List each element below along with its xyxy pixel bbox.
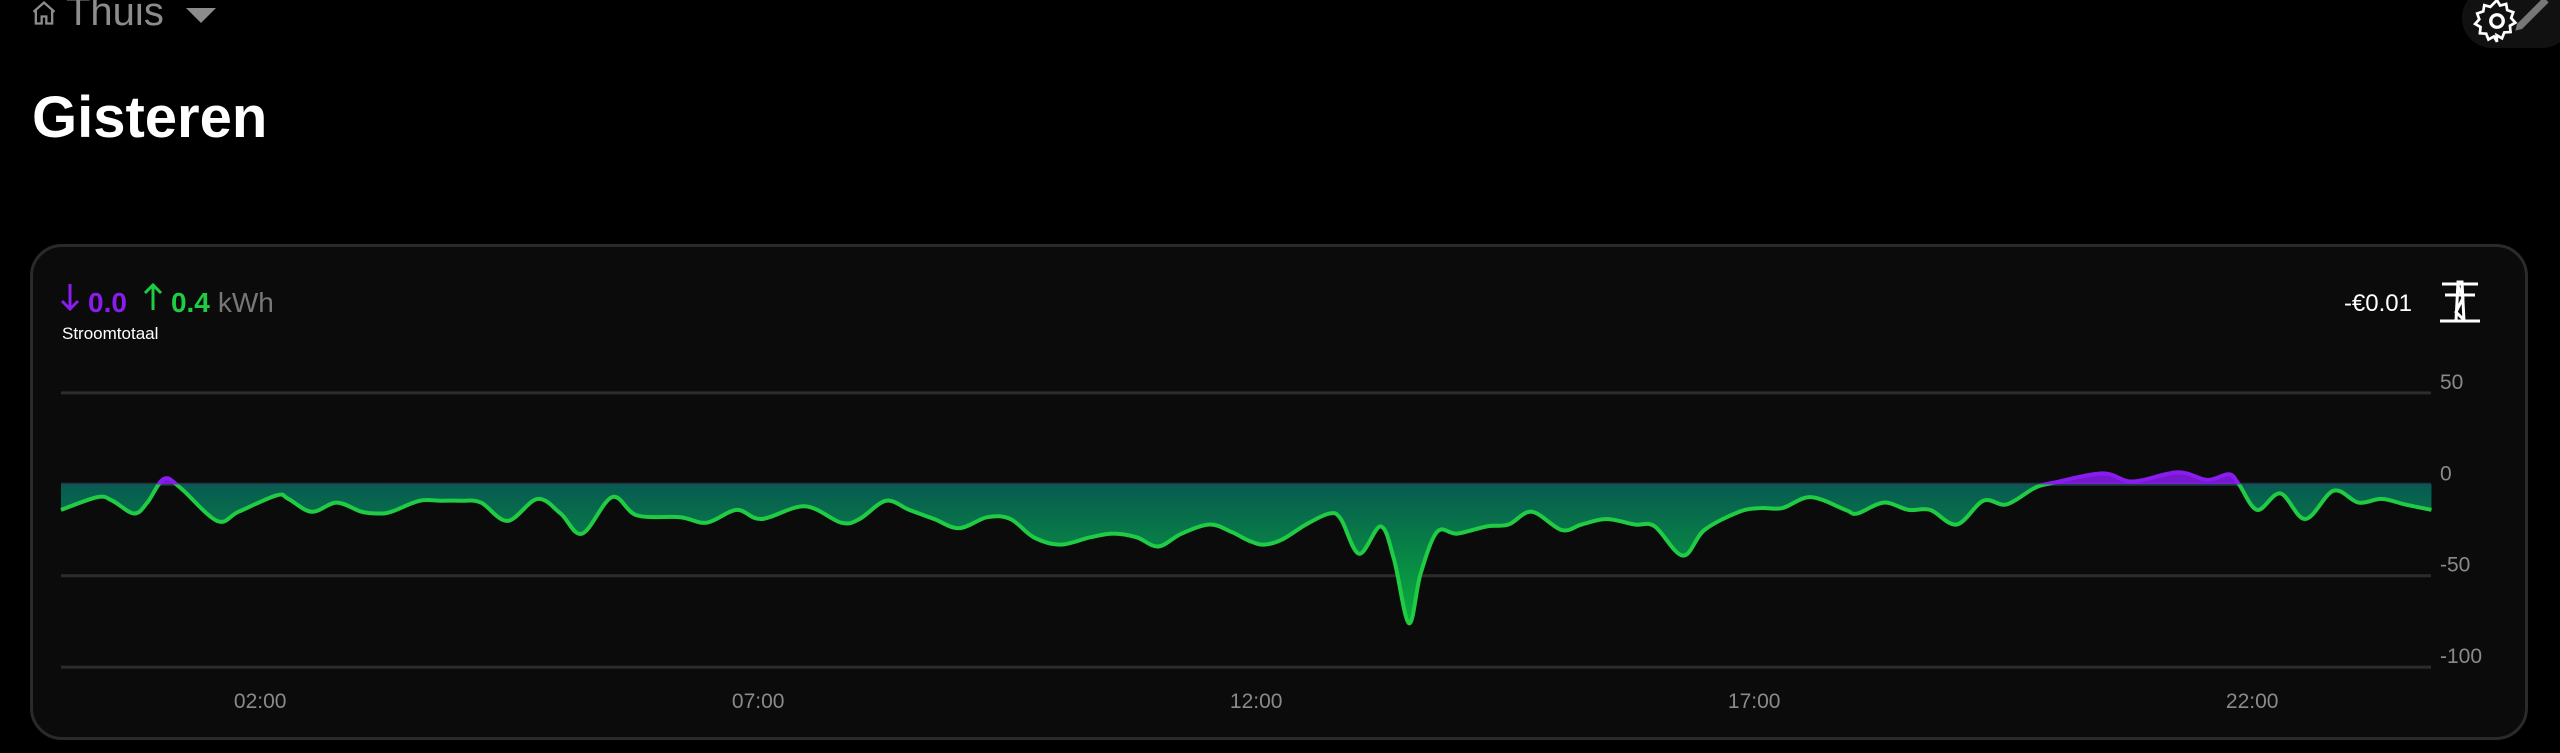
- y-tick-label: -100: [2440, 645, 2482, 668]
- page-title: Gisteren: [32, 85, 268, 150]
- dashboard-name: Thuis: [66, 0, 164, 34]
- arrow-up-icon: [143, 282, 162, 310]
- transmission-tower-icon: [2440, 280, 2480, 323]
- energy-totals: 0.0 0.4 kWh: [60, 282, 274, 319]
- x-tick-label: 02:00: [234, 690, 287, 713]
- x-tick-label: 12:00: [1230, 690, 1283, 713]
- gear-icon: [2472, 0, 2518, 43]
- y-tick-label: 50: [2440, 371, 2463, 394]
- import-value: 0.0: [88, 287, 127, 318]
- export-value: 0.4: [170, 287, 210, 318]
- pencil-icon: [2515, 0, 2549, 31]
- card-name: Stroomtotaal: [62, 324, 159, 343]
- dashboard-selector[interactable]: Thuis: [30, 0, 216, 35]
- unit-label: kWh: [217, 287, 274, 318]
- home-icon: [32, 0, 56, 25]
- x-tick-label: 07:00: [732, 690, 785, 713]
- export-area: [61, 484, 2432, 624]
- caret-down-icon: [185, 8, 216, 23]
- y-tick-label: -50: [2440, 554, 2470, 577]
- y-tick-label: 0: [2440, 462, 2452, 485]
- edit-dashboard-button[interactable]: [2462, 0, 2560, 48]
- x-tick-label: 22:00: [2226, 690, 2279, 713]
- x-tick-label: 17:00: [1728, 690, 1781, 713]
- cost-value: -€0.01: [2343, 290, 2412, 317]
- arrow-down-icon: [60, 284, 80, 312]
- export-line: [60, 484, 2432, 626]
